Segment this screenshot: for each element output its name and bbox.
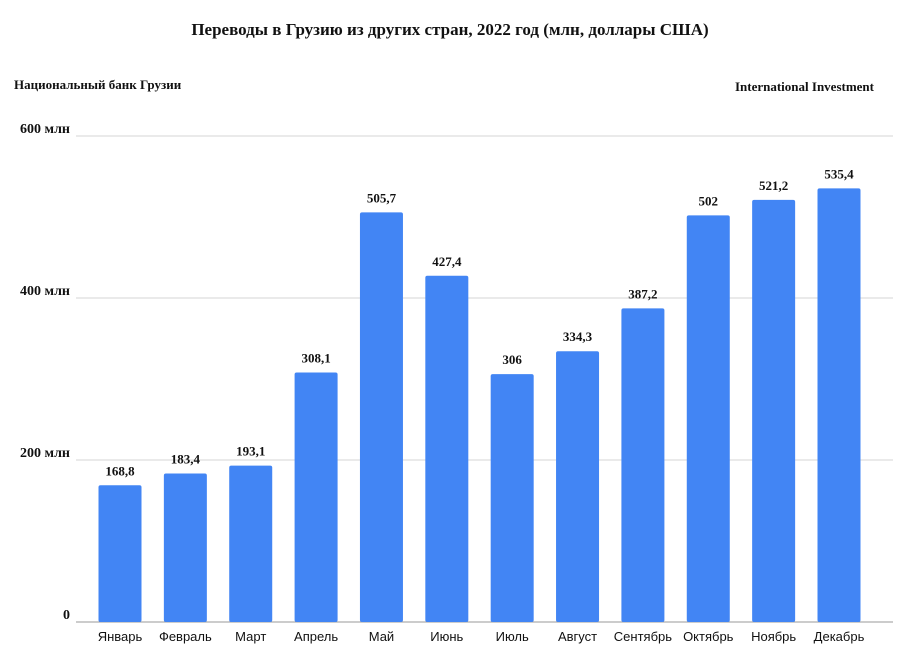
data-label: 168,8: [105, 463, 135, 478]
bar: [425, 275, 469, 622]
x-tick-label: Март: [235, 629, 266, 644]
x-tick-label: Август: [558, 629, 597, 644]
bar: [98, 485, 142, 622]
x-tick-label: Декабрь: [814, 629, 865, 644]
y-tick-label: 200 млн: [20, 446, 70, 461]
bar: [752, 199, 796, 622]
source-label-left: Национальный банк Грузии: [14, 77, 182, 92]
data-label: 502: [699, 193, 719, 208]
data-label: 193,1: [236, 444, 265, 459]
x-tick-label: Ноябрь: [751, 629, 796, 644]
y-tick-label: 0: [63, 608, 70, 623]
x-tick-label: Сентябрь: [614, 629, 672, 644]
bar: [163, 473, 207, 622]
bar: [621, 308, 665, 622]
data-label: 521,2: [759, 178, 788, 193]
bar: [359, 212, 403, 622]
data-label: 308,1: [301, 350, 330, 365]
data-label: 183,4: [171, 451, 201, 466]
y-tick-label: 400 млн: [20, 284, 70, 299]
y-tick-label: 600 млн: [20, 122, 70, 137]
x-tick-label: Июнь: [430, 629, 463, 644]
x-tick-label: Октябрь: [683, 629, 734, 644]
x-tick-label: Апрель: [294, 629, 338, 644]
data-label: 427,4: [432, 254, 462, 269]
source-label-right: International Investment: [734, 79, 874, 94]
bar: [294, 372, 338, 622]
bar: [686, 215, 730, 622]
bar: [556, 351, 600, 622]
data-label: 387,2: [628, 286, 657, 301]
chart-title: Переводы в Грузию из других стран, 2022 …: [191, 20, 709, 39]
bar: [490, 374, 534, 622]
bar: [817, 188, 861, 623]
data-label: 306: [502, 352, 522, 367]
data-label: 505,7: [367, 190, 397, 205]
bar: [229, 465, 273, 622]
x-tick-label: Май: [369, 629, 394, 644]
data-label: 334,3: [563, 329, 593, 344]
data-label: 535,4: [824, 166, 854, 181]
x-tick-label: Январь: [98, 629, 143, 644]
x-tick-label: Июль: [496, 629, 529, 644]
x-tick-label: Февраль: [159, 629, 212, 644]
